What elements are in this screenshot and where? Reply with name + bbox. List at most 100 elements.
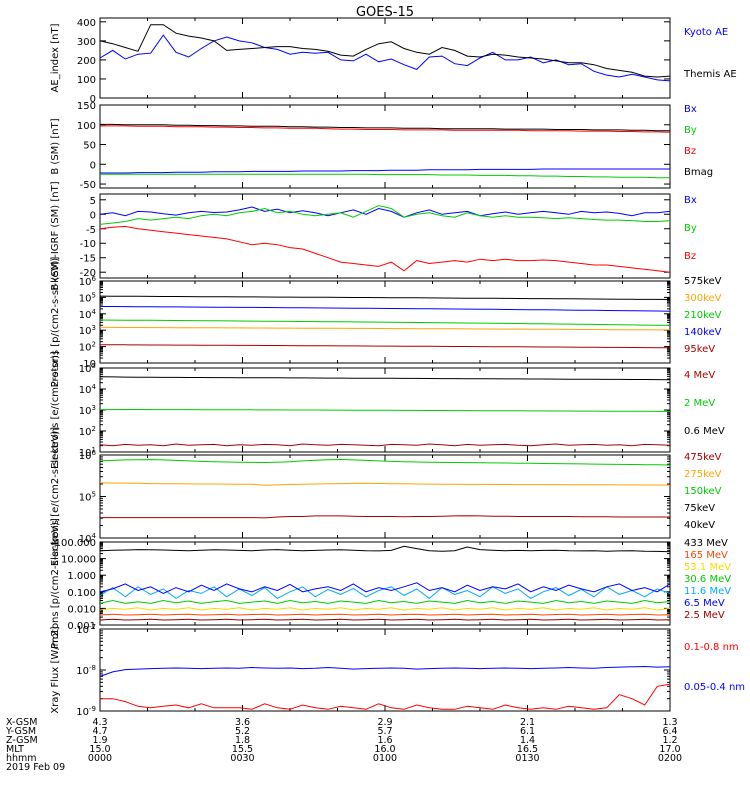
y-tick-label: 5 <box>90 196 96 207</box>
ephemeris-value: 16.5 <box>517 744 538 755</box>
y-tick-label: 104 <box>79 383 97 396</box>
legend-label: Bz <box>684 251 696 262</box>
y-tick-label: -20 <box>80 268 96 279</box>
legend-label: 40keV <box>684 520 715 531</box>
y-axis-label: Protons [p/(cm2-s-sr-keV)] <box>50 257 61 388</box>
y-tick-label: 104 <box>79 532 97 545</box>
y-axis-label: B (SM) [nT] <box>50 118 61 174</box>
y-tick-label: 105 <box>79 362 96 375</box>
legend-label: 275keV <box>684 469 722 480</box>
ephemeris-value: 1.4 <box>520 735 535 746</box>
y-tick-label: 103 <box>79 324 96 337</box>
series-line <box>99 319 671 326</box>
ephemeris-value: 15.0 <box>89 744 110 755</box>
y-tick-label: 10 <box>83 359 96 370</box>
legend-label: 475keV <box>684 452 722 463</box>
legend-label: 165 MeV <box>684 550 728 561</box>
series-line <box>99 599 671 604</box>
ephemeris-row-label: Z-GSM <box>6 735 38 746</box>
panel-4: 10 102 103 104 105 106 Protons [p/(cm2-s-sr-ke… <box>50 257 722 388</box>
series-line <box>100 306 671 312</box>
plot-date: 2019 Feb 09 <box>6 762 65 773</box>
y-tick-label: 102 <box>79 425 96 438</box>
series-line <box>99 582 671 594</box>
legend-label: 0.6 MeV <box>684 426 725 437</box>
y-tick-label: 400 <box>77 18 96 29</box>
legend-label: 0.05-0.4 nm <box>684 682 745 693</box>
ephemeris-row-label: Y-GSM <box>5 726 36 737</box>
y-tick-label: 106 <box>79 449 97 462</box>
series-line <box>99 225 671 273</box>
y-tick-label: 150 <box>77 101 96 112</box>
panel-frame <box>99 454 671 539</box>
panel-frame <box>99 628 671 712</box>
legend-label: 75keV <box>684 503 715 514</box>
y-tick-label: 100 <box>77 121 96 132</box>
series-line <box>99 326 670 331</box>
series-line <box>100 515 670 519</box>
y-axis-label: Xray Flux [W/m2] <box>50 626 61 713</box>
y-axis-label: Protons [p/(cm2-s-sr-keV)] <box>50 518 61 649</box>
y-tick-label: 0.001 <box>67 621 96 632</box>
ephemeris-value: 5.2 <box>235 726 250 737</box>
legend-label: By <box>684 223 697 234</box>
panel-5: 101 102 103 104 105 Electrons [e/(cm2-s-sr)] 4… <box>50 351 725 469</box>
y-tick-label: 100.000 <box>55 538 96 549</box>
ephemeris-value: 0200 <box>658 753 682 764</box>
ephemeris-value: 4.3 <box>92 717 107 728</box>
y-tick-label: 0 <box>90 160 96 171</box>
ephemeris-row-label: MLT <box>6 744 24 755</box>
ephemeris-value: 1.2 <box>662 735 677 746</box>
ephemeris-value: 2.9 <box>377 717 392 728</box>
legend-label: 30.6 MeV <box>684 574 731 585</box>
series-line <box>100 409 670 412</box>
panel-2: -50 0 50 100 150 B (SM) [nT] Bx By Bz Bmag <box>50 101 713 191</box>
legend-label: 433 MeV <box>684 538 728 549</box>
y-tick-label: 50 <box>83 141 96 152</box>
y-axis-label: AE_index [nT] <box>50 23 61 92</box>
legend-label: 210keV <box>684 310 722 321</box>
series-line <box>100 123 670 132</box>
series-line <box>99 205 671 225</box>
legend-label: 6.5 MeV <box>684 598 725 609</box>
series-line <box>100 168 670 174</box>
legend-label: 53.1 MeV <box>684 562 731 573</box>
series-line <box>99 443 671 447</box>
series-line <box>100 683 671 710</box>
y-tick-label: 106 <box>79 275 97 288</box>
y-tick-label: 0 <box>90 94 96 105</box>
ephemeris-value: 6.1 <box>520 726 535 737</box>
legend-label: Kyoto AE <box>684 27 728 38</box>
y-tick-label: 103 <box>79 404 96 417</box>
legend-label: 575keV <box>684 276 722 287</box>
ephemeris-value: 15.5 <box>232 744 253 755</box>
y-axis-label: Electrons [e/(cm2-s-sr-keV)] <box>50 427 61 566</box>
ephemeris-row-label: hhmm <box>6 753 37 764</box>
series-line <box>99 34 671 82</box>
legend-label: 140keV <box>684 327 722 338</box>
y-tick-label: 10-8 <box>76 664 96 677</box>
y-tick-label: 0 <box>90 210 96 221</box>
y-tick-label: 10.000 <box>61 555 96 566</box>
ephemeris-value: 2.1 <box>520 717 535 728</box>
legend-label: 2 MeV <box>684 398 715 409</box>
ephemeris-value: 16.0 <box>374 744 395 755</box>
series-line <box>99 607 671 611</box>
legend-label: Bmag <box>684 167 713 178</box>
series-line <box>100 173 670 179</box>
y-tick-label: 300 <box>77 37 96 48</box>
ephemeris-value: 6.4 <box>662 726 677 737</box>
series-line <box>99 482 671 486</box>
series-line <box>99 24 671 78</box>
series-line <box>99 545 671 553</box>
series-line <box>100 125 671 133</box>
ephemeris-value: 0030 <box>230 753 254 764</box>
y-tick-label: 10-9 <box>76 705 96 718</box>
series-line <box>99 618 671 621</box>
legend-label: Bz <box>684 146 696 157</box>
legend-label: 150keV <box>684 486 722 497</box>
ephemeris-value: 1.6 <box>377 735 392 746</box>
ephemeris-value: 1.9 <box>92 735 107 746</box>
